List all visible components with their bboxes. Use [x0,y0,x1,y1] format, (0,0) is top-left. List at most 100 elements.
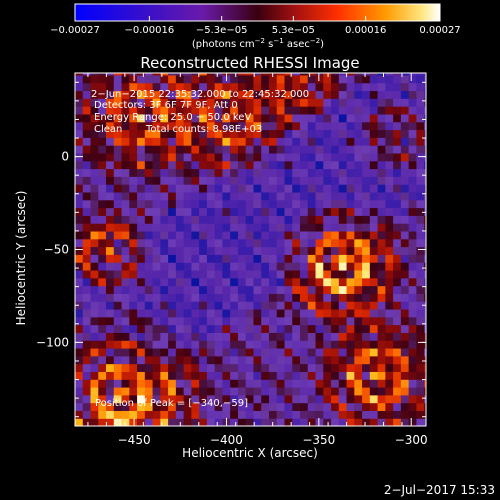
heatmap-cell [300,98,309,107]
heatmap-cell [362,191,371,201]
heatmap-cell [354,90,363,99]
heatmap-cell [292,379,301,388]
heatmap-cell [90,371,99,380]
heatmap-cell [237,98,247,107]
heatmap-cell [75,106,84,115]
heatmap-cell [300,113,309,123]
heatmap-cell [175,293,185,302]
heatmap-cell [245,269,255,279]
heatmap-cell [338,269,348,279]
heatmap-cell [276,207,286,216]
heatmap-cell [331,230,340,240]
heatmap-cell [338,223,348,232]
heatmap-cell [393,332,402,341]
heatmap-cell [354,316,363,326]
heatmap-cell [268,379,278,388]
heatmap-cell [160,316,169,326]
heatmap-cell [315,308,324,318]
heatmap-cell [129,332,138,341]
heatmap-cell [168,316,177,326]
heatmap-cell [300,238,309,248]
heatmap-cell [261,160,270,170]
heatmap-cell [331,207,340,216]
heatmap-cell [183,152,192,162]
heatmap-cell [106,145,115,154]
heatmap-cell [214,386,224,396]
heatmap-cell [338,340,348,349]
heatmap-cell [175,402,185,411]
heatmap-cell [183,316,192,326]
heatmap-cell [300,347,309,357]
heatmap-cell [362,324,371,333]
heatmap-cell [400,230,410,240]
heatmap-cell [168,129,177,138]
heatmap-cell [307,191,317,201]
heatmap-cell [245,90,255,99]
heatmap-cell [222,277,231,287]
heatmap-cell [168,74,177,84]
heatmap-cell [261,176,270,185]
heatmap-cell [206,269,216,279]
heatmap-cell [331,340,340,349]
heatmap-cell [237,332,247,341]
heatmap-cell [253,285,262,294]
heatmap-cell [90,347,99,357]
heatmap-cell [206,98,216,107]
heatmap-cell [245,410,255,419]
heatmap-cell [323,176,332,185]
heatmap-cell [377,90,386,99]
heatmap-cell [237,363,247,372]
heatmap-cell [369,269,379,279]
heatmap-cell [300,340,309,349]
heatmap-cell [199,90,208,99]
heatmap-cell [292,402,301,411]
heatmap-cell [276,402,286,411]
heatmap-cell [253,90,262,99]
heatmap-cell [222,106,231,115]
heatmap-cell [237,308,247,318]
heatmap-cell [338,308,348,318]
heatmap-cell [168,113,177,123]
heatmap-cell [175,223,185,232]
heatmap-cell [183,215,192,224]
heatmap-cell [276,223,286,232]
heatmap-cell [393,168,402,177]
heatmap-cell [416,184,425,193]
heatmap-cell [191,176,200,185]
heatmap-cell [292,98,301,107]
heatmap-cell [276,371,286,380]
heatmap-cell [245,98,255,107]
heatmap-cell [230,199,239,209]
heatmap-cell [137,301,146,310]
heatmap-cell [129,371,138,380]
heatmap-cell [113,137,123,146]
heatmap-cell [323,223,332,232]
heatmap-cell [121,113,130,123]
heatmap-cell [113,308,123,318]
heatmap-cell [315,113,324,123]
heatmap-cell [183,301,192,310]
heatmap-cell [354,402,363,411]
heatmap-cell [237,262,247,271]
heatmap-cell [377,340,386,349]
heatmap-cell [284,230,293,240]
heatmap-cell [362,121,371,131]
heatmap-cell [276,324,286,333]
heatmap-cell [82,137,92,146]
heatmap-cell [121,246,130,255]
heatmap-cell [276,379,286,388]
heatmap-cell [168,371,177,380]
heatmap-cell [284,191,293,201]
heatmap-cell [253,82,262,92]
heatmap-cell [331,145,340,154]
heatmap-cell [261,223,270,232]
heatmap-cell [354,269,363,279]
heatmap-cell [191,238,200,248]
heatmap-cell [369,410,379,419]
heatmap-cell [315,152,324,162]
heatmap-cell [400,324,410,333]
heatmap-cell [268,277,278,287]
heatmap-cell [424,73,426,76]
heatmap-cell [369,418,379,426]
heatmap-cell [424,98,426,107]
